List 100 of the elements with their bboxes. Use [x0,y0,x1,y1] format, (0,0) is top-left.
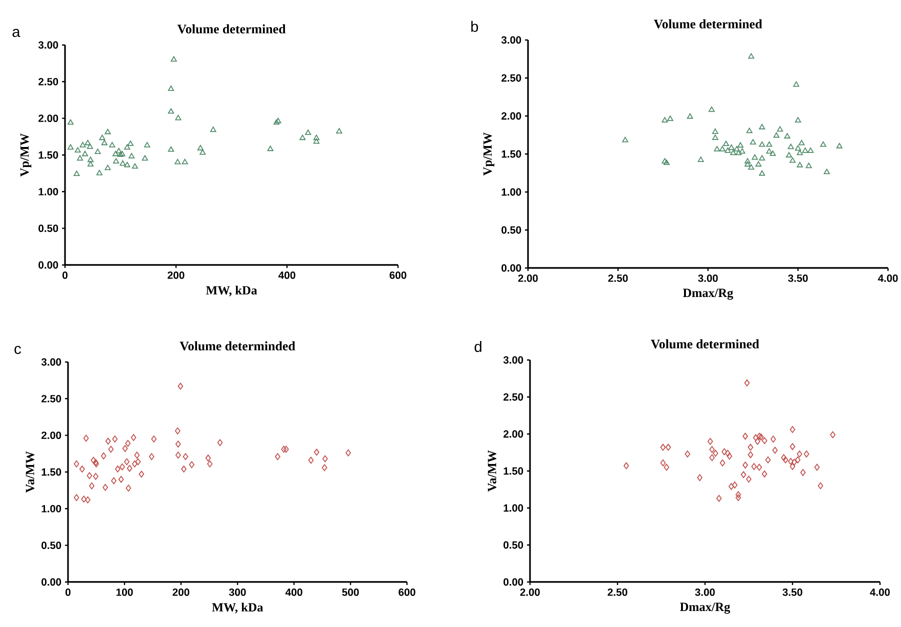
point [87,161,94,166]
point [773,132,780,138]
point [217,439,223,446]
point [709,454,715,462]
point [132,460,138,468]
point [781,454,786,462]
y-axis-title: Va/MW [488,450,496,492]
point [756,464,762,471]
point [130,434,136,441]
x-axis-title: MW, kDa [206,286,258,296]
y-tick-label: 1.00 [502,188,522,196]
y-tick-label: 1.00 [504,504,524,512]
point [80,142,86,148]
point [122,445,128,452]
y-axis-title: Vp/MW [483,132,494,176]
x-axis-title: Dmax/Rg [682,288,734,300]
point [74,494,80,502]
point [112,436,118,442]
point [737,142,744,148]
point [798,140,805,146]
point [790,157,796,163]
x-tick-label: 200 [172,588,190,596]
point [782,456,788,464]
y-tick-label: 3.00 [41,358,62,366]
point [138,470,144,478]
point [115,466,120,472]
x-tick-label: 3.00 [695,588,715,596]
point [105,438,111,445]
point [81,496,87,503]
chart-title: Volume determinded [180,341,296,350]
point [117,152,124,157]
point [722,448,727,456]
point [748,451,754,458]
x-tick-label: 0 [62,272,68,279]
point [748,53,754,59]
x-tick-label: 3.50 [782,588,802,596]
point [111,477,116,484]
point [119,150,126,156]
point [68,119,74,125]
point [786,152,792,158]
point [725,450,730,457]
point [788,144,794,150]
y-tick-label: 0.00 [42,578,62,586]
x-tick-label: 3.00 [698,274,718,282]
point [168,146,174,152]
point [313,138,320,144]
point [86,143,94,149]
point [750,139,756,145]
chart-title: Volume determined [650,339,760,348]
point [104,128,111,134]
point [308,456,314,464]
point [127,140,134,146]
point [802,147,808,153]
point [722,140,730,146]
point [126,464,132,472]
point [178,382,184,390]
point [790,463,796,470]
point [756,432,762,440]
point [112,150,119,156]
point [74,170,80,176]
point [83,434,89,442]
y-tick-label: 0.50 [502,226,522,234]
point [87,156,94,162]
point [205,454,211,462]
point [726,452,732,460]
point [96,170,102,176]
point [758,141,766,147]
x-axis-title: Dmax/Rg [680,602,730,614]
point [116,148,122,154]
point [736,491,741,498]
point [90,456,96,464]
y-tick-label: 2.50 [503,393,524,401]
point [662,117,668,122]
point [275,118,282,124]
y-tick-label: 1.50 [42,468,62,476]
y-tick-label: 1.00 [42,504,62,512]
point [120,160,126,166]
point [89,482,94,490]
y-tick-label: 2.00 [503,430,524,438]
y-tick-label: 0.50 [38,224,58,232]
y-tick-label: 3.00 [501,36,522,44]
x-tick-label: 0 [66,588,70,596]
y-axis-title: Va/MW [26,451,34,493]
point [151,436,157,442]
point [790,443,796,450]
x-tick-label: 200 [168,272,184,279]
point [736,150,742,156]
point [299,134,306,140]
point [708,106,715,112]
point [754,438,760,445]
point [68,144,74,150]
point [175,440,181,448]
point [716,494,722,502]
point [84,140,91,146]
point [174,427,180,434]
point [197,144,204,150]
point [708,438,713,445]
y-tick-label: 2.00 [501,112,522,120]
point [748,444,754,451]
point [758,155,766,160]
